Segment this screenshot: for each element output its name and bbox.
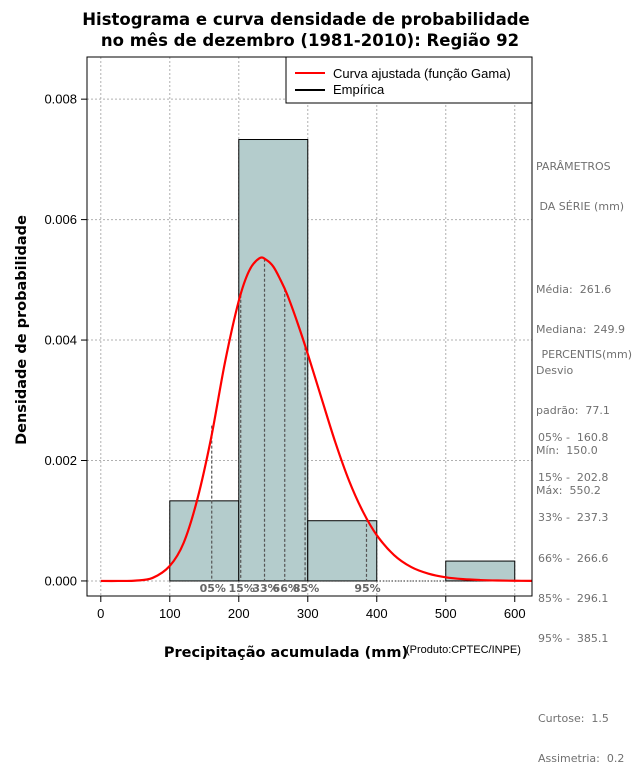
histogram-bar xyxy=(307,520,378,582)
param-max: Máx: 550.2 xyxy=(536,484,601,498)
histogram-bars xyxy=(169,139,516,582)
histogram-bar xyxy=(238,139,309,582)
percentile-label: 33% xyxy=(252,582,278,595)
percentil-05: 05% - 160.8 xyxy=(538,430,609,444)
y-tick-label: 0.002 xyxy=(44,453,77,468)
x-tick-label: 300 xyxy=(297,606,319,621)
x-axis-label: Precipitação acumulada (mm) xyxy=(164,645,408,660)
x-tick-label: 200 xyxy=(228,606,250,621)
chart-title-line1: Histograma e curva densidade de probabil… xyxy=(82,10,530,29)
percentil-66: 66% - 266.6 xyxy=(538,551,609,565)
y-tick-label: 0.004 xyxy=(44,333,77,348)
series-parameters-panel: PARÂMETROS DA SÉRIE (mm) Média: 261.6 Me… xyxy=(536,133,625,511)
percentil-95: 95% - 385.1 xyxy=(538,631,609,645)
histogram-bar xyxy=(169,500,240,582)
percentile-lines: 05% 15%33%66%85% 95% xyxy=(200,258,381,595)
legend-label-curve: Curva ajustada (função Gama) xyxy=(333,66,511,81)
percentile-label: 66% xyxy=(273,582,299,595)
axes: 0 100 200 300 400 500 600 0.000 0.002 0.004 0.006 0… xyxy=(44,56,533,621)
gamma-curve-group xyxy=(100,256,533,583)
stat-assimetria: Assimetria: 0.2 xyxy=(538,752,625,766)
percentil-15: 15% - 202.8 xyxy=(538,471,609,485)
percentile-label: 95% xyxy=(354,582,380,595)
stat-curtose: Curtose: 1.5 xyxy=(538,711,609,725)
params-header-1: PARÂMETROS xyxy=(536,159,611,173)
plot-frame xyxy=(86,56,533,597)
legend-box xyxy=(285,56,533,104)
percentile-label: 85% xyxy=(293,582,319,595)
param-mediana: Mediana: 249.9 xyxy=(536,323,625,337)
y-axis-label: Densidade de probabilidade xyxy=(14,215,30,445)
gamma-curve xyxy=(100,256,533,583)
chart-title-line2: no mês de dezembro (1981-2010): Região 9… xyxy=(101,31,519,50)
histogram-chart: Histograma e curva densidade de probabil… xyxy=(14,10,533,660)
legend-label-empirical: Empírica xyxy=(333,82,385,97)
percentile-label: 05% xyxy=(200,582,226,595)
param-media: Média: 261.6 xyxy=(536,283,612,297)
x-tick-label: 400 xyxy=(366,606,388,621)
y-tick-label: 0.006 xyxy=(44,212,77,227)
param-desvio-2: padrão: 77.1 xyxy=(536,403,610,417)
grid xyxy=(87,57,532,596)
percentile-label: 15% xyxy=(229,582,255,595)
percentil-85: 85% - 296.1 xyxy=(538,591,609,605)
x-tick-label: 500 xyxy=(435,606,457,621)
legend: Curva ajustada (função Gama) Empírica xyxy=(285,56,533,104)
param-desvio-1: Desvio xyxy=(536,363,574,377)
y-tick-label: 0.008 xyxy=(44,92,77,107)
percentil-33: 33% - 237.3 xyxy=(538,511,609,525)
percentiles-panel: PERCENTIS(mm) 05% - 160.8 15% - 202.8 33… xyxy=(538,321,632,779)
param-min: Mín: 150.0 xyxy=(536,443,598,457)
x-tick-label: 600 xyxy=(504,606,526,621)
y-tick-label: 0.000 xyxy=(44,573,77,588)
product-credit: (Produto:CPTEC/INPE) xyxy=(406,644,521,656)
x-tick-label: 0 xyxy=(97,606,104,621)
x-tick-label: 100 xyxy=(159,606,181,621)
params-header-2: DA SÉRIE (mm) xyxy=(536,200,625,214)
percentis-header: PERCENTIS(mm) xyxy=(538,347,632,361)
